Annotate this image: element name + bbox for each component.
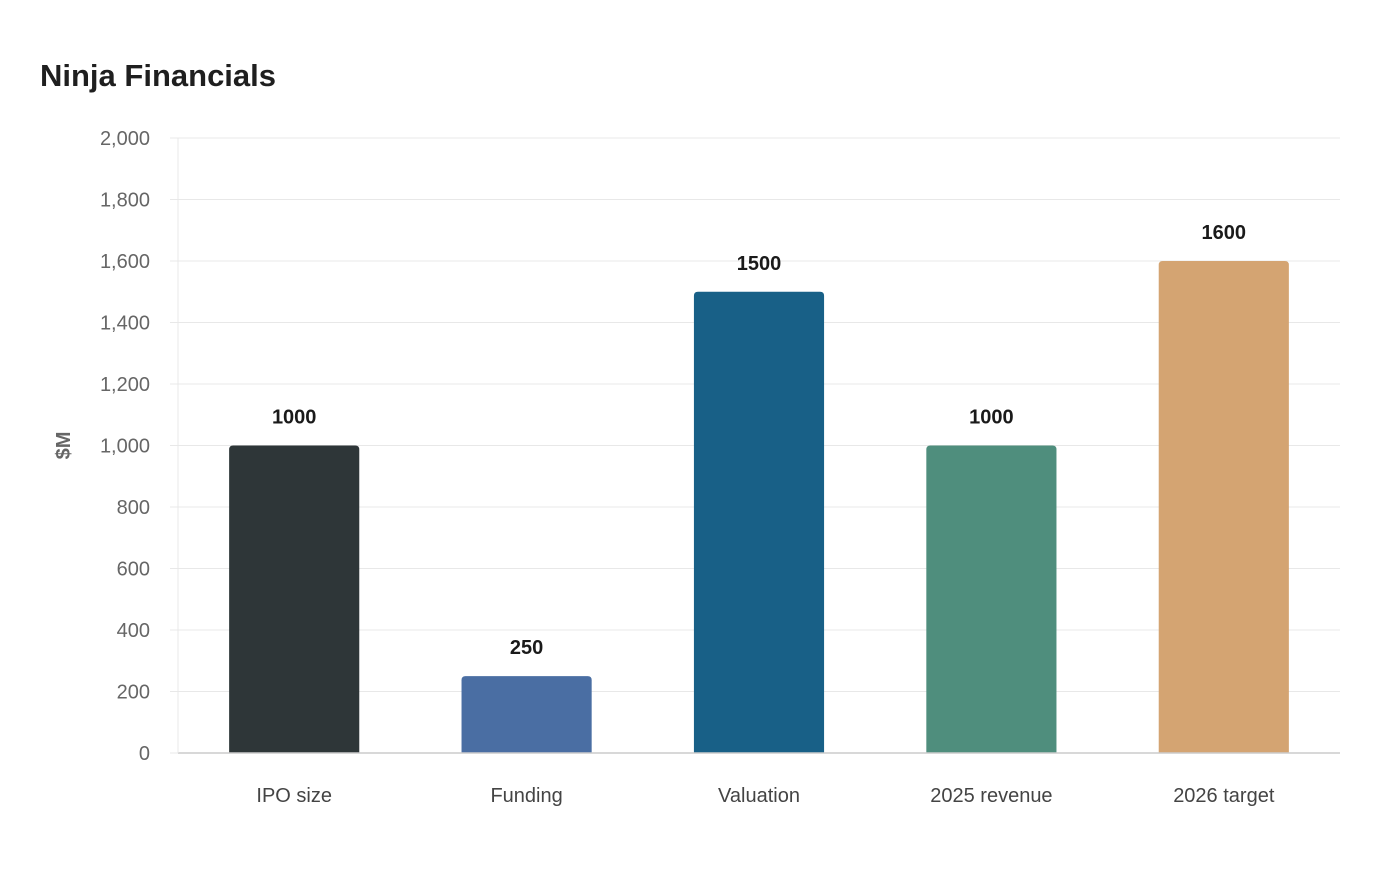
bar	[461, 676, 592, 753]
x-tick-label: 2025 revenue	[930, 785, 1052, 807]
y-tick-label: 1,400	[100, 313, 150, 335]
data-label: 1000	[272, 407, 317, 429]
x-tick-label: Funding	[490, 785, 562, 807]
y-tick-label: 1,600	[100, 251, 150, 273]
y-axis-ticks: 0 200 400 600 800 1,000 1,200 1,400 1,600 1,800 2,…	[100, 128, 178, 765]
y-tick-label: 0	[139, 743, 150, 765]
y-tick-label: 1,200	[100, 374, 150, 396]
data-label: 1600	[1202, 222, 1247, 244]
data-labels: 1000 250 1500 1000 1600	[272, 222, 1246, 659]
y-tick-label: 1,800	[100, 190, 150, 212]
bar	[693, 291, 825, 753]
y-tick-label: 2,000	[100, 128, 150, 150]
bar	[229, 445, 360, 753]
x-tick-label: IPO size	[256, 785, 332, 807]
bar	[926, 445, 1057, 753]
bars	[229, 261, 1289, 753]
bar	[1158, 261, 1289, 753]
data-label: 1500	[737, 253, 782, 275]
y-tick-label: 400	[117, 620, 150, 642]
y-tick-label: 1,000	[100, 436, 150, 458]
chart-title: Ninja Financials	[40, 58, 277, 93]
y-tick-label: 200	[117, 682, 150, 704]
y-axis-title: $M	[53, 432, 75, 460]
x-axis-ticks: IPO size Funding Valuation 2025 revenue 2026…	[256, 785, 1274, 807]
data-label: 250	[510, 637, 543, 659]
data-label: 1000	[969, 407, 1014, 429]
y-tick-label: 600	[117, 559, 150, 581]
y-tick-label: 800	[117, 497, 150, 519]
x-tick-label: 2026 target	[1173, 785, 1275, 807]
x-tick-label: Valuation	[718, 785, 800, 807]
